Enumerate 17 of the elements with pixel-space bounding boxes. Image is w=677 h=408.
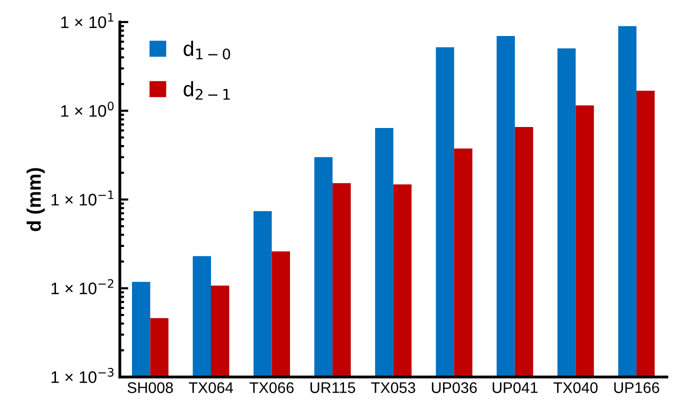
x-tick-label: UR115 xyxy=(310,382,356,394)
x-tick-label: UP041 xyxy=(492,382,538,394)
x-tick-label: UP036 xyxy=(432,382,477,394)
legend-label: d$_{2−1}$ xyxy=(184,81,230,100)
y-tick-label: 1 × 10$^{0}$ xyxy=(61,102,114,117)
x-tick-label: TX053 xyxy=(371,382,416,394)
x-tick-label: TX066 xyxy=(250,382,294,394)
y-tick-label: 1 × 10$^{1}$ xyxy=(61,13,114,28)
x-tick-label: TX064 xyxy=(188,382,234,394)
y-tick-label: 1 × 10$^{−3}$ xyxy=(52,368,114,384)
x-tick-label: TX040 xyxy=(554,382,598,394)
x-tick-label: SH008 xyxy=(128,382,173,394)
y-tick-label: 1 × 10$^{−1}$ xyxy=(52,190,114,206)
y-axis-title: d (mm) xyxy=(26,168,45,232)
legend-label: d$_{1−0}$ xyxy=(184,40,230,60)
y-tick-label: 1 × 10$^{−2}$ xyxy=(52,279,114,294)
x-tick-label: UP166 xyxy=(614,382,660,394)
